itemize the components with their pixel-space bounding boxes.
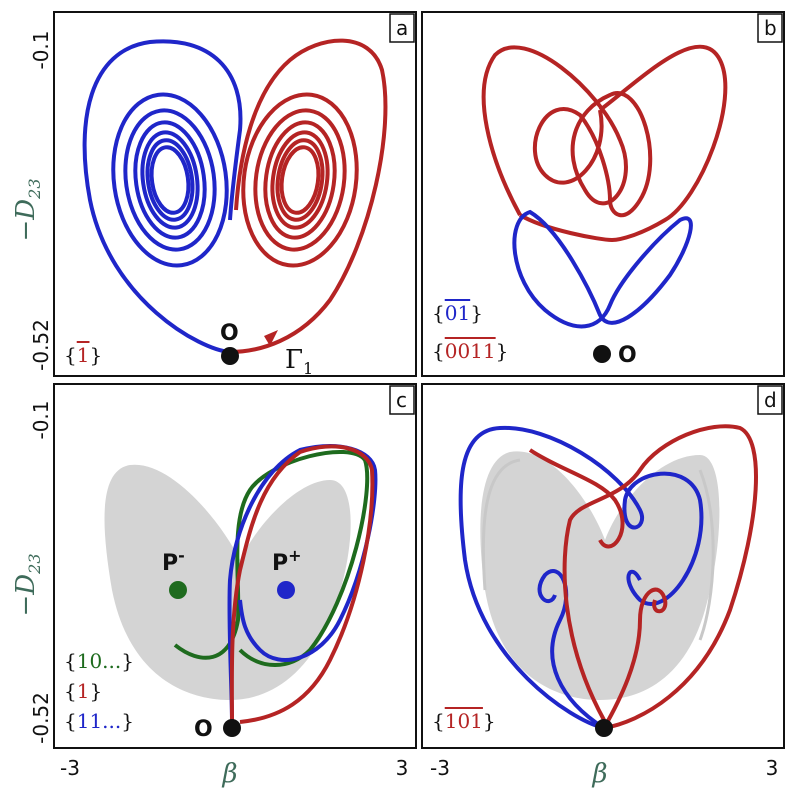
panel-a-letter: a [396,16,408,40]
x-tick-right-min: -3 [430,756,450,780]
panel-c-code-blue: {11...} [64,709,134,733]
panel-b-red-orbit [481,44,728,242]
panel-c-code-red: {1} [64,679,102,703]
panel-a: O Γ1 {1} a [53,11,417,378]
x-axis-right: -3 3 β [430,756,778,789]
panel-b-letter: b [764,16,777,40]
panel-c-code-green: {10...} [64,649,134,673]
y-axis-label-top: −D23 [11,179,44,242]
panel-b-origin-point [593,345,611,363]
x-axis-label-right: β [591,759,607,789]
x-axis-label-left: β [221,759,237,789]
panel-c-p-plus-label: P+ [272,546,302,576]
panel-c-origin-label: O [194,717,213,742]
panel-d: {101} d [421,383,785,749]
panel-c-letter-box [389,385,415,415]
x-tick-left-max: 3 [396,756,409,780]
panel-d-code-label: {101} [432,709,496,733]
panel-b-code-red: {0011} [432,339,508,363]
panel-d-gray-orbits [481,458,715,641]
panel-c-p-minus-point [169,581,187,599]
panel-b-letter-box [757,13,783,43]
panel-b-frame [421,11,785,377]
y-tick-top-max: -0.1 [29,30,53,69]
panel-a-origin-label: O [220,321,239,346]
panel-c-letter: c [396,388,407,412]
panel-b-origin-label: O [618,343,637,368]
panel-a-letter-box [389,13,415,43]
panel-a-orbit-label: Γ1 [285,345,313,378]
y-axis-label-bottom: −D23 [11,554,44,617]
panel-c-origin-point [223,719,241,737]
panel-d-letter: d [764,388,777,412]
panel-c-blue-orbit [227,444,378,723]
panel-b-code-blue: {01} [432,301,483,325]
panel-c-red-orbit [229,444,375,724]
panel-d-red-orbit [528,424,758,730]
panel-a-direction-arrow [264,330,278,346]
x-tick-left-min: -3 [60,756,80,780]
panel-a-red-orbit [229,38,388,354]
panel-c-frame [53,383,417,749]
y-tick-top-min: -0.52 [29,319,53,371]
panel-d-letter-box [757,385,783,415]
panel-c-attractor-region [104,464,351,700]
panel-c: P- P+ O {10...} {1} {11...} c [53,383,417,749]
y-tick-bottom-max: -0.1 [29,400,53,439]
panel-d-origin-point [595,719,613,737]
panel-d-frame [421,383,785,749]
x-tick-right-max: 3 [766,756,779,780]
panel-a-blue-orbit [82,39,243,354]
y-axis-top: -0.1 -0.52 −D23 [11,30,53,370]
y-axis-bottom: -0.1 -0.52 −D23 [11,400,53,743]
panel-c-p-plus-point [277,581,295,599]
panel-c-green-orbit [173,450,370,667]
panel-a-frame [53,11,417,377]
x-axis-left: -3 3 β [60,756,408,789]
y-tick-bottom-min: -0.52 [29,692,53,744]
panel-a-origin-point [221,347,239,365]
panel-c-p-minus-label: P- [162,546,185,576]
panel-b-blue-orbit [512,209,693,329]
panel-b: O {01} {0011} b [421,11,785,377]
panel-d-attractor-region [480,451,720,700]
panel-a-code-label: {1} [64,343,102,367]
